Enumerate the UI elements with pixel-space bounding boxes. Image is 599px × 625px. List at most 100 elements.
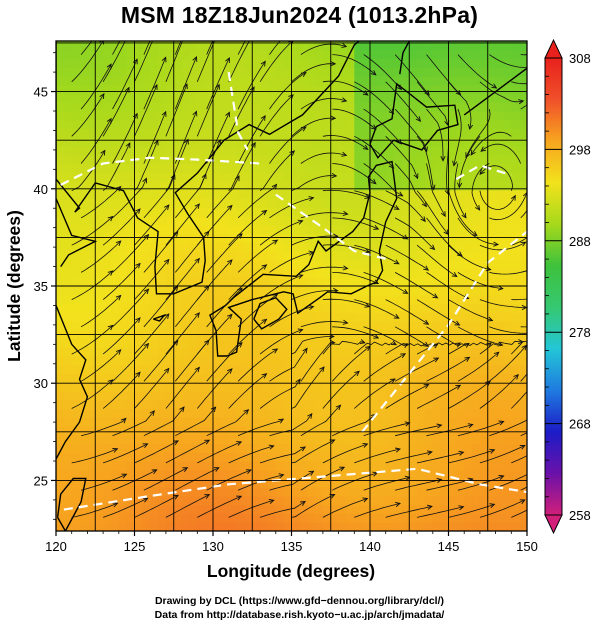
- heatmap-cell: [495, 426, 505, 436]
- contour-line: [63, 467, 527, 511]
- heatmap-cell: [424, 224, 434, 235]
- heatmap-cell: [220, 224, 230, 235]
- heatmap-cell: [95, 172, 104, 182]
- heatmap-cell: [63, 364, 73, 375]
- heatmap-cell: [495, 146, 505, 156]
- heatmap-cell: [385, 111, 395, 121]
- heatmap-cell: [173, 513, 183, 523]
- heatmap-cell: [519, 338, 527, 348]
- streamline-arrowhead: [452, 160, 458, 167]
- heatmap-cell: [503, 76, 512, 86]
- heatmap-cell: [440, 251, 450, 261]
- heatmap-cell: [56, 504, 65, 515]
- heatmap-cell: [275, 76, 285, 86]
- heatmap-cell: [377, 224, 387, 235]
- heatmap-cell: [189, 198, 198, 208]
- heatmap-cell: [487, 303, 497, 313]
- heatmap-cell: [377, 522, 387, 531]
- heatmap-cell: [464, 146, 473, 156]
- heatmap-cell: [56, 399, 65, 410]
- heatmap-cell: [448, 496, 457, 506]
- heatmap-cell: [118, 286, 128, 296]
- heatmap-cell: [63, 207, 73, 217]
- heatmap-cell: [134, 452, 143, 462]
- heatmap-cell: [495, 242, 505, 252]
- heatmap-cell: [63, 128, 73, 138]
- heatmap-cell: [110, 251, 120, 261]
- streamline-arrowhead: [493, 351, 500, 357]
- heatmap-cell: [244, 426, 253, 436]
- heatmap-cell: [495, 189, 505, 200]
- streamline: [416, 299, 460, 326]
- heatmap-cell: [362, 259, 371, 270]
- streamline-arrowhead: [194, 312, 200, 318]
- streamline: [81, 473, 127, 491]
- heatmap-cell: [118, 513, 128, 523]
- heatmap-cell: [158, 189, 167, 200]
- heatmap-cell: [63, 487, 73, 497]
- heatmap-cell: [213, 356, 222, 366]
- heatmap-cell: [322, 198, 332, 208]
- heatmap-cell: [409, 76, 418, 86]
- streamline-arrowhead: [261, 373, 268, 379]
- streamline-arrowhead: [153, 31, 157, 36]
- heatmap-cell: [283, 469, 293, 480]
- heatmap-cell: [393, 399, 402, 410]
- streamline: [134, 84, 158, 137]
- heatmap-cell: [424, 338, 434, 348]
- streamline: [80, 186, 121, 219]
- heatmap-cell: [275, 146, 285, 156]
- heatmap-cell: [299, 181, 308, 191]
- heatmap-cell: [338, 224, 348, 235]
- heatmap-cell: [110, 224, 120, 235]
- heatmap-cell: [424, 461, 434, 471]
- heatmap-cell: [189, 137, 198, 147]
- streamline: [448, 244, 491, 271]
- heatmap-cell: [142, 487, 151, 497]
- heatmap-cell: [456, 137, 465, 147]
- heatmap-cell: [370, 338, 379, 348]
- heatmap-cell: [338, 67, 348, 77]
- heatmap-cell: [440, 58, 450, 68]
- streamline-arrowhead: [164, 313, 170, 320]
- heatmap-cell: [291, 119, 300, 130]
- heatmap-cell: [173, 146, 183, 156]
- heatmap-cell: [260, 163, 269, 173]
- heatmap-cell: [417, 408, 426, 418]
- heatmap-cell: [63, 303, 73, 313]
- heatmap-cell: [103, 207, 112, 217]
- heatmap-cell: [56, 417, 65, 427]
- heatmap-cell: [307, 198, 316, 208]
- heatmap-cell: [495, 84, 505, 95]
- heatmap-cell: [322, 391, 332, 401]
- heatmap-cell: [315, 137, 324, 147]
- streamline-arrowhead: [342, 265, 349, 271]
- heatmap-cell: [118, 67, 128, 77]
- heatmap-cell: [110, 172, 120, 182]
- heatmap-cell: [346, 154, 355, 165]
- heatmap-cell: [260, 128, 269, 138]
- heatmap-cell: [283, 102, 293, 112]
- heatmap-cell: [165, 58, 175, 68]
- heatmap-cell: [150, 198, 159, 208]
- streamline: [291, 494, 335, 518]
- heatmap-cell: [197, 119, 206, 130]
- heatmap-cell: [424, 443, 434, 453]
- heatmap-cell: [165, 189, 175, 200]
- heatmap-cell: [393, 146, 402, 156]
- heatmap-cell: [401, 382, 410, 392]
- heatmap-cell: [424, 294, 434, 305]
- heatmap-cell: [464, 356, 473, 366]
- heatmap-cell: [118, 216, 128, 226]
- heatmap-cell: [275, 408, 285, 418]
- heatmap-cell: [252, 469, 261, 480]
- heatmap-cell: [252, 286, 261, 296]
- heatmap-cell: [260, 426, 269, 436]
- heatmap-cell: [440, 426, 450, 436]
- streamline: [228, 142, 256, 191]
- heatmap-cell: [409, 251, 418, 261]
- heatmap-cell: [79, 84, 88, 95]
- heatmap-cell: [338, 137, 348, 147]
- streamline-arrowhead: [373, 333, 380, 339]
- streamline-arrowhead: [227, 259, 233, 265]
